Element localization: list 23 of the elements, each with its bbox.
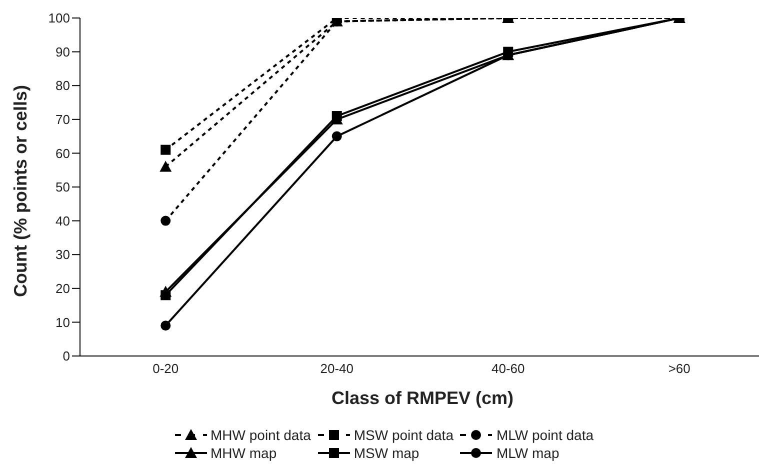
y-tick-label: 70 bbox=[56, 112, 70, 128]
y-tick-label: 0 bbox=[62, 348, 70, 364]
legend-label: MSW map bbox=[354, 445, 420, 461]
x-tick-label: >60 bbox=[668, 361, 690, 376]
y-tick-label: 20 bbox=[56, 281, 70, 296]
legend-label: MLW point data bbox=[496, 427, 594, 443]
legend-label: MHW point data bbox=[210, 427, 311, 443]
x-axis-title: Class of RMPEV (cm) bbox=[331, 388, 514, 408]
y-tick-label: 80 bbox=[56, 78, 70, 94]
y-tick-label: 10 bbox=[56, 314, 70, 330]
y-tick-label: 60 bbox=[56, 146, 70, 161]
y-tick-label: 90 bbox=[56, 44, 70, 60]
y-tick-label: 30 bbox=[56, 247, 70, 262]
x-tick-label: 40-60 bbox=[492, 361, 525, 376]
x-tick-label: 0-20 bbox=[152, 361, 179, 376]
y-tick-label: 100 bbox=[48, 10, 70, 26]
x-tick-label: 20-40 bbox=[320, 361, 354, 376]
legend-label: MSW point data bbox=[354, 427, 454, 443]
legend-label: MHW map bbox=[210, 445, 277, 461]
y-tick-label: 40 bbox=[56, 213, 70, 228]
y-axis-title: Count (% points or cells) bbox=[10, 84, 30, 297]
y-tick-label: 50 bbox=[56, 180, 70, 195]
legend-label: MLW map bbox=[496, 445, 560, 461]
